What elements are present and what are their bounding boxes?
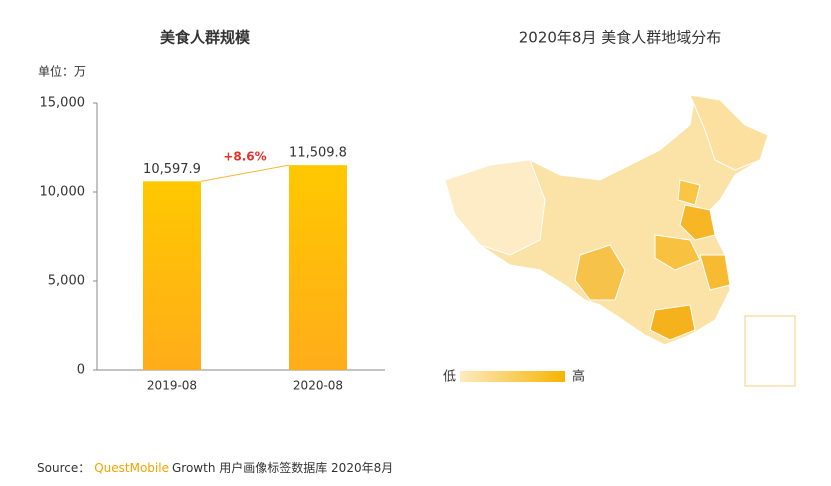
source-text: Growth 用户画像标签数据库 2020年8月 [172, 460, 393, 475]
y-tick-label: 0 [77, 363, 85, 378]
value-label: 10,597.9 [143, 162, 201, 177]
y-tick-label: 15,000 [40, 96, 86, 111]
legend-low: 低 [443, 370, 456, 385]
y-tick-label: 10,000 [40, 185, 86, 200]
source: Source： QuestMobile Growth 用户画像标签数据库 2020年… [37, 460, 393, 475]
growth-annotation: +8.6% [223, 150, 266, 164]
y-tick-label: 5,000 [48, 274, 85, 289]
source-prefix: Source： [37, 461, 90, 475]
chart-title: 美食人群规模 [160, 29, 251, 47]
bar [143, 181, 201, 370]
map-title: 2020年8月 美食人群地域分布 [519, 29, 722, 47]
bar [289, 165, 347, 370]
x-tick-label: 2019-08 [147, 379, 197, 393]
source-brand: QuestMobile [94, 461, 169, 475]
growth-line [200, 164, 290, 182]
value-label: 11,509.8 [289, 146, 347, 161]
south-sea-inset [744, 315, 796, 387]
legend-high: 高 [572, 369, 585, 385]
legend-gradient [460, 371, 565, 382]
x-tick-label: 2020-08 [293, 379, 343, 393]
unit-label: 单位：万 [38, 64, 86, 79]
china-map [444, 94, 769, 346]
